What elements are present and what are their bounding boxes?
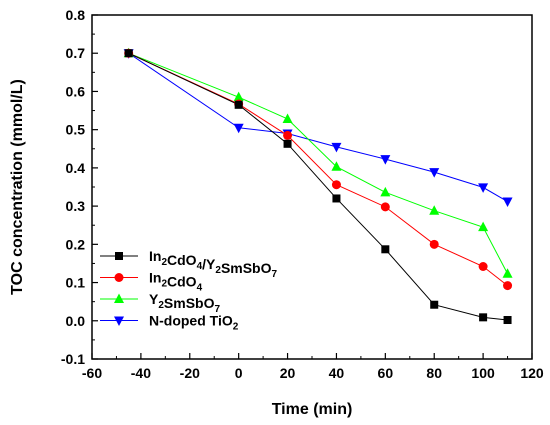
data-point (380, 155, 391, 165)
data-point (502, 197, 513, 208)
data-point (283, 130, 293, 140)
data-point (233, 91, 244, 102)
data-point (282, 113, 293, 123)
y-tick-label: -0.1 (61, 351, 85, 367)
x-tick-label: -40 (131, 365, 151, 381)
data-point (429, 239, 439, 249)
data-point (478, 262, 488, 272)
y-tick-label: 0.7 (66, 45, 86, 61)
axis-ticks: -60 -40 -20 0 20 40 60 80 100 120 -0.1 0.0 0.1 0.2 0.3… (61, 7, 544, 381)
y-tick-label: 0.1 (66, 275, 86, 291)
y-tick-label: 0.4 (66, 160, 86, 176)
data-point (331, 142, 342, 153)
legend-entry: In2CdO4/Y2SmSbO7 (100, 248, 278, 280)
data-point (332, 194, 341, 203)
data-point (234, 100, 243, 109)
y-tick-label: 0.0 (66, 313, 86, 329)
data-point (478, 221, 489, 232)
legend-entry: N-doped TiO2 (100, 313, 239, 333)
x-tick-label: 120 (520, 365, 544, 381)
legend-label: In2CdO4 (149, 270, 203, 294)
series-line-2 (128, 52, 508, 274)
y-tick-label: 0.3 (66, 198, 86, 214)
x-tick-label: 0 (235, 365, 243, 381)
x-tick-label: 60 (378, 365, 394, 381)
legend-label: Y2SmSbO7 (149, 291, 220, 315)
data-point (283, 139, 292, 148)
data-point (124, 49, 133, 58)
data-point (479, 313, 488, 322)
data-point (233, 123, 244, 134)
legend-marker (114, 273, 124, 282)
legend-label: In2CdO4/Y2SmSbO7 (149, 248, 278, 280)
data-point (380, 202, 390, 212)
x-tick-label: -20 (180, 365, 200, 381)
legend-label: N-doped TiO2 (149, 313, 239, 333)
y-axis-title: TOC concentration (mmol/L) (9, 79, 26, 295)
legend-marker (114, 293, 124, 303)
x-tick-label: 20 (280, 365, 296, 381)
legend-marker (114, 316, 124, 326)
data-point (429, 168, 440, 178)
data-point (430, 300, 439, 309)
x-tick-label: 80 (426, 365, 442, 381)
x-axis-title: Time (min) (272, 401, 353, 418)
x-tick-label: 100 (471, 365, 495, 381)
data-point (478, 183, 489, 193)
series-line-3 (128, 52, 508, 202)
data-point (381, 245, 390, 254)
series-line-1 (128, 52, 508, 287)
data-point (502, 268, 513, 278)
data-point (380, 186, 391, 197)
data-point (503, 281, 513, 291)
y-tick-label: 0.6 (66, 83, 86, 99)
legend-entry: In2CdO4 (100, 270, 203, 294)
x-tick-label: -60 (82, 365, 102, 381)
y-tick-label: 0.5 (66, 122, 86, 138)
y-tick-label: 0.2 (66, 236, 86, 252)
plot-marks (123, 47, 513, 325)
data-point (331, 161, 342, 171)
data-point (429, 205, 440, 215)
data-point (503, 316, 512, 325)
legend-entry: Y2SmSbO7 (100, 291, 220, 315)
y-tick-label: 0.8 (66, 7, 86, 23)
series-line-0 (128, 52, 508, 321)
data-point (331, 180, 341, 190)
x-tick-label: 40 (329, 365, 345, 381)
legend-marker (115, 252, 123, 260)
